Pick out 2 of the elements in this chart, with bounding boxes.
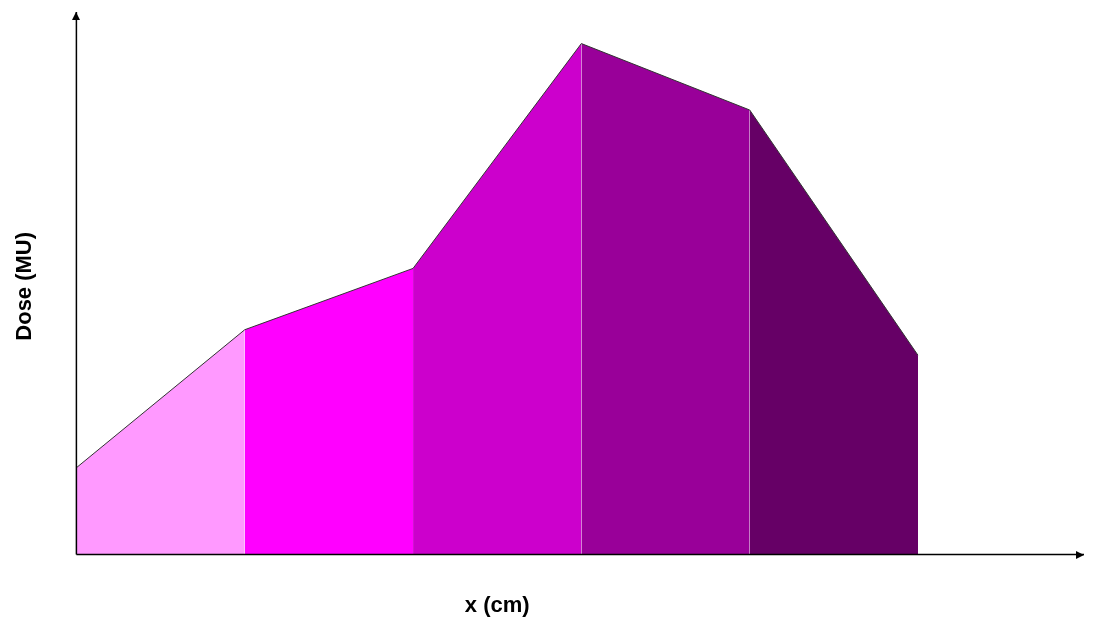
x-axis-title: x (cm) — [464, 591, 530, 617]
y-axis-title: Dose (MU) — [11, 231, 37, 341]
